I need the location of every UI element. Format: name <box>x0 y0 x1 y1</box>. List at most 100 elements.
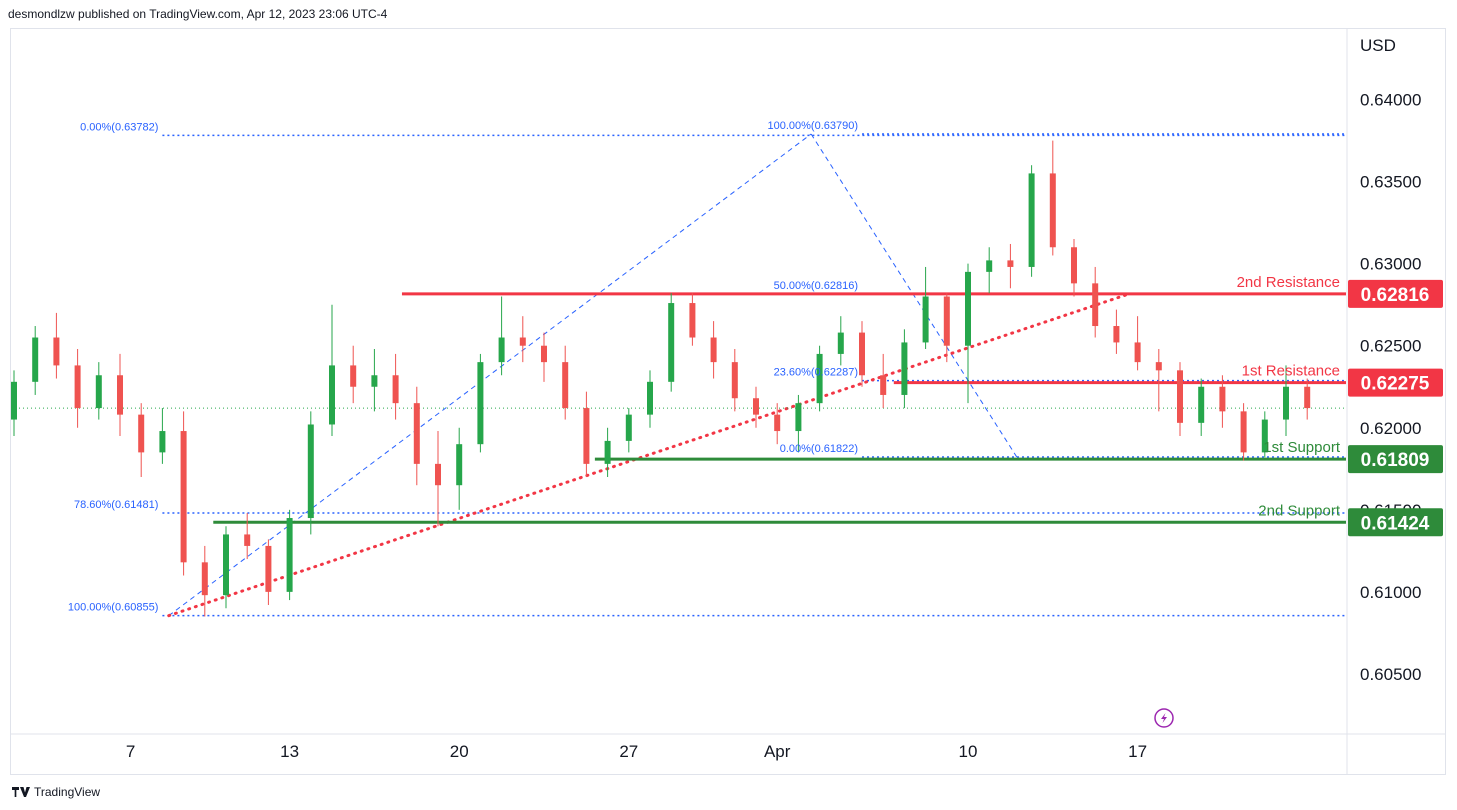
level-price-value: 0.62275 <box>1361 374 1430 395</box>
candle-body <box>689 303 696 338</box>
candle-body <box>74 365 81 409</box>
candle-body <box>668 303 675 382</box>
candle-body <box>1113 326 1120 343</box>
candle-body <box>392 375 399 404</box>
candle-body <box>11 381 17 420</box>
candle-body <box>1198 386 1205 423</box>
candle-body <box>922 296 929 343</box>
candle-body <box>244 534 251 546</box>
candle-body <box>498 337 505 363</box>
x-tick-label: 13 <box>280 742 299 761</box>
candle-body <box>710 337 717 363</box>
currency-label: USD <box>1360 36 1396 55</box>
candle-body <box>1304 386 1311 409</box>
candle-body <box>1155 362 1162 371</box>
candle-body <box>1007 260 1014 267</box>
candle-body <box>1283 386 1289 420</box>
publisher-caption: desmondlzw published on TradingView.com,… <box>8 7 388 21</box>
x-tick-label: 7 <box>126 742 135 761</box>
candle-body <box>223 534 229 596</box>
candle-body <box>519 337 526 346</box>
candle-body <box>53 337 60 366</box>
y-tick-label: 0.63500 <box>1360 173 1421 192</box>
tradingview-logo-icon <box>12 786 30 798</box>
y-tick-label: 0.64000 <box>1360 91 1421 110</box>
candle-body <box>329 365 335 425</box>
candle-body <box>943 296 950 346</box>
candle-body <box>583 408 590 464</box>
candle-body <box>1261 419 1268 453</box>
candle-body <box>880 375 887 395</box>
candle-body <box>286 518 293 592</box>
candle-body <box>795 403 802 432</box>
candle-body <box>307 424 314 519</box>
candle-body <box>965 271 971 346</box>
fib-level-label: 50.00%(0.62816) <box>774 280 858 292</box>
candle-body <box>477 362 484 445</box>
candle-body <box>1028 173 1035 267</box>
x-tick-label: 17 <box>1128 742 1147 761</box>
level-name: 1st Support <box>1263 439 1341 456</box>
fib-swing-line <box>810 133 1018 458</box>
candle-body <box>1177 370 1183 423</box>
fib-level-label: 100.00%(0.60855) <box>68 602 159 614</box>
candle-body <box>774 414 781 432</box>
candle-body <box>837 332 844 354</box>
level-price-tag <box>1348 508 1443 537</box>
level-name: 2nd Resistance <box>1237 274 1340 291</box>
candles-layer <box>11 140 1311 617</box>
x-tick-label: 10 <box>959 742 978 761</box>
candle-body <box>859 332 865 376</box>
candle-body <box>647 381 653 415</box>
footer-brand: TradingView <box>34 785 101 799</box>
candle-body <box>562 362 569 409</box>
candle-body <box>604 440 611 464</box>
x-tick-label: Apr <box>764 742 791 761</box>
candle-body <box>541 345 547 363</box>
candle-body <box>1092 283 1099 327</box>
candle-body <box>413 403 420 464</box>
candle-body <box>435 463 441 486</box>
candle-body <box>1134 342 1141 363</box>
trendline <box>167 292 1131 618</box>
candle-body <box>180 431 187 563</box>
candle-body <box>201 562 208 596</box>
level-price-value: 0.62816 <box>1361 285 1430 306</box>
time-axis[interactable]: Mar7132027Apr1017 <box>0 708 1446 761</box>
y-tick-label: 0.62500 <box>1360 337 1421 356</box>
x-tick-label: 27 <box>619 742 638 761</box>
fib-level-label: 23.60%(0.62287) <box>774 367 858 379</box>
candle-body <box>753 398 759 415</box>
level-price-value: 0.61424 <box>1361 513 1430 534</box>
y-tick-label: 0.61000 <box>1360 583 1421 602</box>
y-tick-label: 0.62000 <box>1360 419 1421 438</box>
drawing-layer <box>11 133 1346 618</box>
candle-body <box>731 362 738 399</box>
fib-swing-line <box>168 133 812 617</box>
candle-body <box>1049 173 1056 248</box>
labels-layer: 0.00%(0.63782) 78.60%(0.61481) 100.00%(0.6… <box>68 120 1341 614</box>
candle-body <box>625 414 632 441</box>
candle-body <box>95 375 102 409</box>
y-tick-label: 0.63000 <box>1360 255 1421 274</box>
level-name: 2nd Support <box>1258 502 1341 519</box>
fib-level-label: 78.60%(0.61481) <box>74 499 158 511</box>
candle-body <box>901 342 908 395</box>
candle-body <box>1240 411 1247 453</box>
candle-body <box>456 444 463 486</box>
price-axis[interactable]: USD 0.64000 0.63500 0.63000 0.62500 0.62000 0.… <box>1346 29 1443 775</box>
x-tick-label: 20 <box>450 742 469 761</box>
level-price-tag <box>1348 445 1443 474</box>
y-tick-label: 0.60500 <box>1360 665 1421 684</box>
candle-body <box>32 337 39 382</box>
candle-body <box>350 365 357 387</box>
fib-level-label: 100.00%(0.63790) <box>767 120 858 132</box>
candle-body <box>1071 247 1077 284</box>
candle-body <box>117 375 123 415</box>
candle-body <box>371 375 378 387</box>
candle-body <box>986 260 993 272</box>
candle-body <box>265 545 272 592</box>
fib-level-label: 0.00%(0.63782) <box>80 121 158 133</box>
fib-level-label: 0.00%(0.61822) <box>780 443 858 455</box>
